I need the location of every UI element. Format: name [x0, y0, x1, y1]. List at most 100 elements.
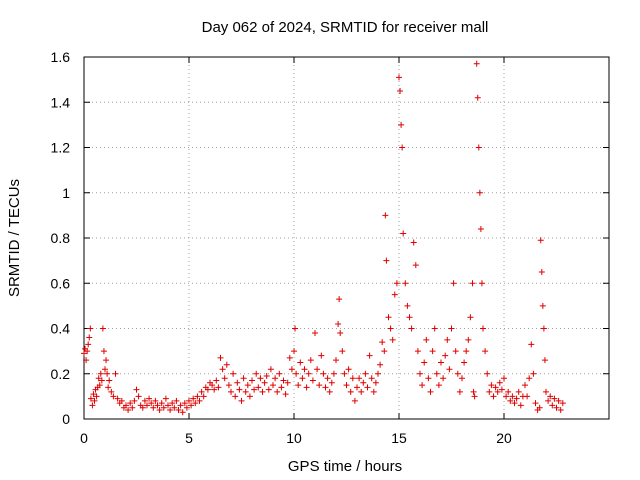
data-point: [99, 325, 106, 332]
data-point: [474, 94, 481, 101]
data-points: [81, 60, 566, 416]
data-point: [492, 384, 499, 391]
data-point: [362, 370, 369, 377]
data-point: [398, 121, 405, 128]
data-point: [366, 352, 373, 359]
data-point: [351, 397, 358, 404]
data-point: [501, 375, 507, 382]
data-point: [295, 382, 302, 389]
data-point: [553, 404, 560, 411]
data-point: [112, 370, 119, 377]
data-point: [387, 325, 394, 332]
data-point: [503, 393, 510, 400]
data-point: [478, 280, 485, 287]
data-point: [547, 393, 554, 400]
data-point: [440, 375, 447, 382]
data-point: [391, 291, 398, 298]
data-point: [486, 388, 493, 395]
data-point: [488, 382, 495, 389]
data-point: [465, 336, 472, 343]
data-point: [496, 379, 503, 386]
data-point: [265, 386, 272, 393]
data-point: [312, 330, 318, 337]
x-tick-label: 10: [286, 430, 302, 446]
data-point: [381, 348, 388, 355]
data-point: [242, 388, 249, 395]
data-point: [190, 395, 197, 402]
data-point: [86, 334, 93, 341]
data-point: [356, 375, 363, 382]
data-point: [402, 280, 409, 287]
data-point: [511, 400, 518, 407]
data-point: [522, 382, 528, 389]
data-point: [183, 404, 190, 411]
data-point: [433, 370, 440, 377]
data-point: [435, 382, 442, 389]
data-point: [267, 366, 274, 373]
data-point: [167, 406, 174, 413]
data-point: [280, 377, 287, 384]
data-point: [188, 402, 195, 409]
data-point: [482, 348, 489, 355]
data-point: [427, 388, 434, 395]
data-point: [341, 370, 348, 377]
data-point: [470, 388, 477, 395]
data-point: [389, 336, 396, 343]
data-point: [330, 370, 337, 377]
data-point: [221, 375, 228, 382]
data-point: [181, 400, 188, 407]
data-point: [494, 388, 501, 395]
data-point: [498, 386, 505, 393]
data-point: [517, 402, 524, 409]
data-point: [89, 402, 96, 409]
data-point: [545, 397, 552, 404]
data-point: [211, 386, 218, 393]
data-point: [175, 406, 182, 413]
data-point: [543, 388, 549, 395]
data-point: [106, 377, 113, 384]
data-point: [408, 325, 415, 332]
data-point: [230, 370, 237, 377]
data-point: [118, 397, 125, 404]
data-point: [148, 400, 155, 407]
data-point: [223, 361, 230, 368]
data-point: [333, 357, 339, 364]
data-point: [303, 384, 310, 391]
y-tick-label: 0.2: [51, 366, 71, 382]
data-point: [404, 302, 411, 309]
data-point: [215, 384, 222, 391]
data-point: [326, 388, 333, 395]
data-point: [270, 382, 276, 389]
data-point: [219, 366, 226, 373]
data-point: [507, 397, 514, 404]
x-tick-label: 5: [185, 430, 193, 446]
data-point: [156, 406, 163, 413]
data-point: [412, 262, 419, 269]
x-tick-label: 15: [391, 430, 407, 446]
data-point: [198, 388, 205, 395]
data-point: [87, 325, 94, 332]
data-point: [152, 397, 159, 404]
data-point: [278, 384, 285, 391]
data-point: [144, 402, 150, 409]
y-axis-label: SRMTID / TECUs: [6, 179, 23, 297]
data-point: [509, 393, 516, 400]
data-point: [293, 370, 300, 377]
data-point: [454, 370, 461, 377]
y-tick-label: 1.6: [51, 49, 71, 65]
data-point: [459, 375, 465, 382]
data-point: [324, 375, 331, 382]
data-point: [336, 296, 343, 303]
data-point: [530, 370, 537, 377]
data-point: [347, 388, 354, 395]
data-point: [410, 239, 417, 246]
data-point: [461, 359, 468, 366]
data-point: [240, 375, 247, 382]
data-point: [123, 402, 129, 409]
y-tick-label: 0.4: [51, 321, 71, 337]
data-point: [192, 400, 199, 407]
data-point: [337, 330, 344, 337]
data-point: [209, 382, 216, 389]
data-point: [146, 395, 153, 402]
data-point: [526, 375, 533, 382]
